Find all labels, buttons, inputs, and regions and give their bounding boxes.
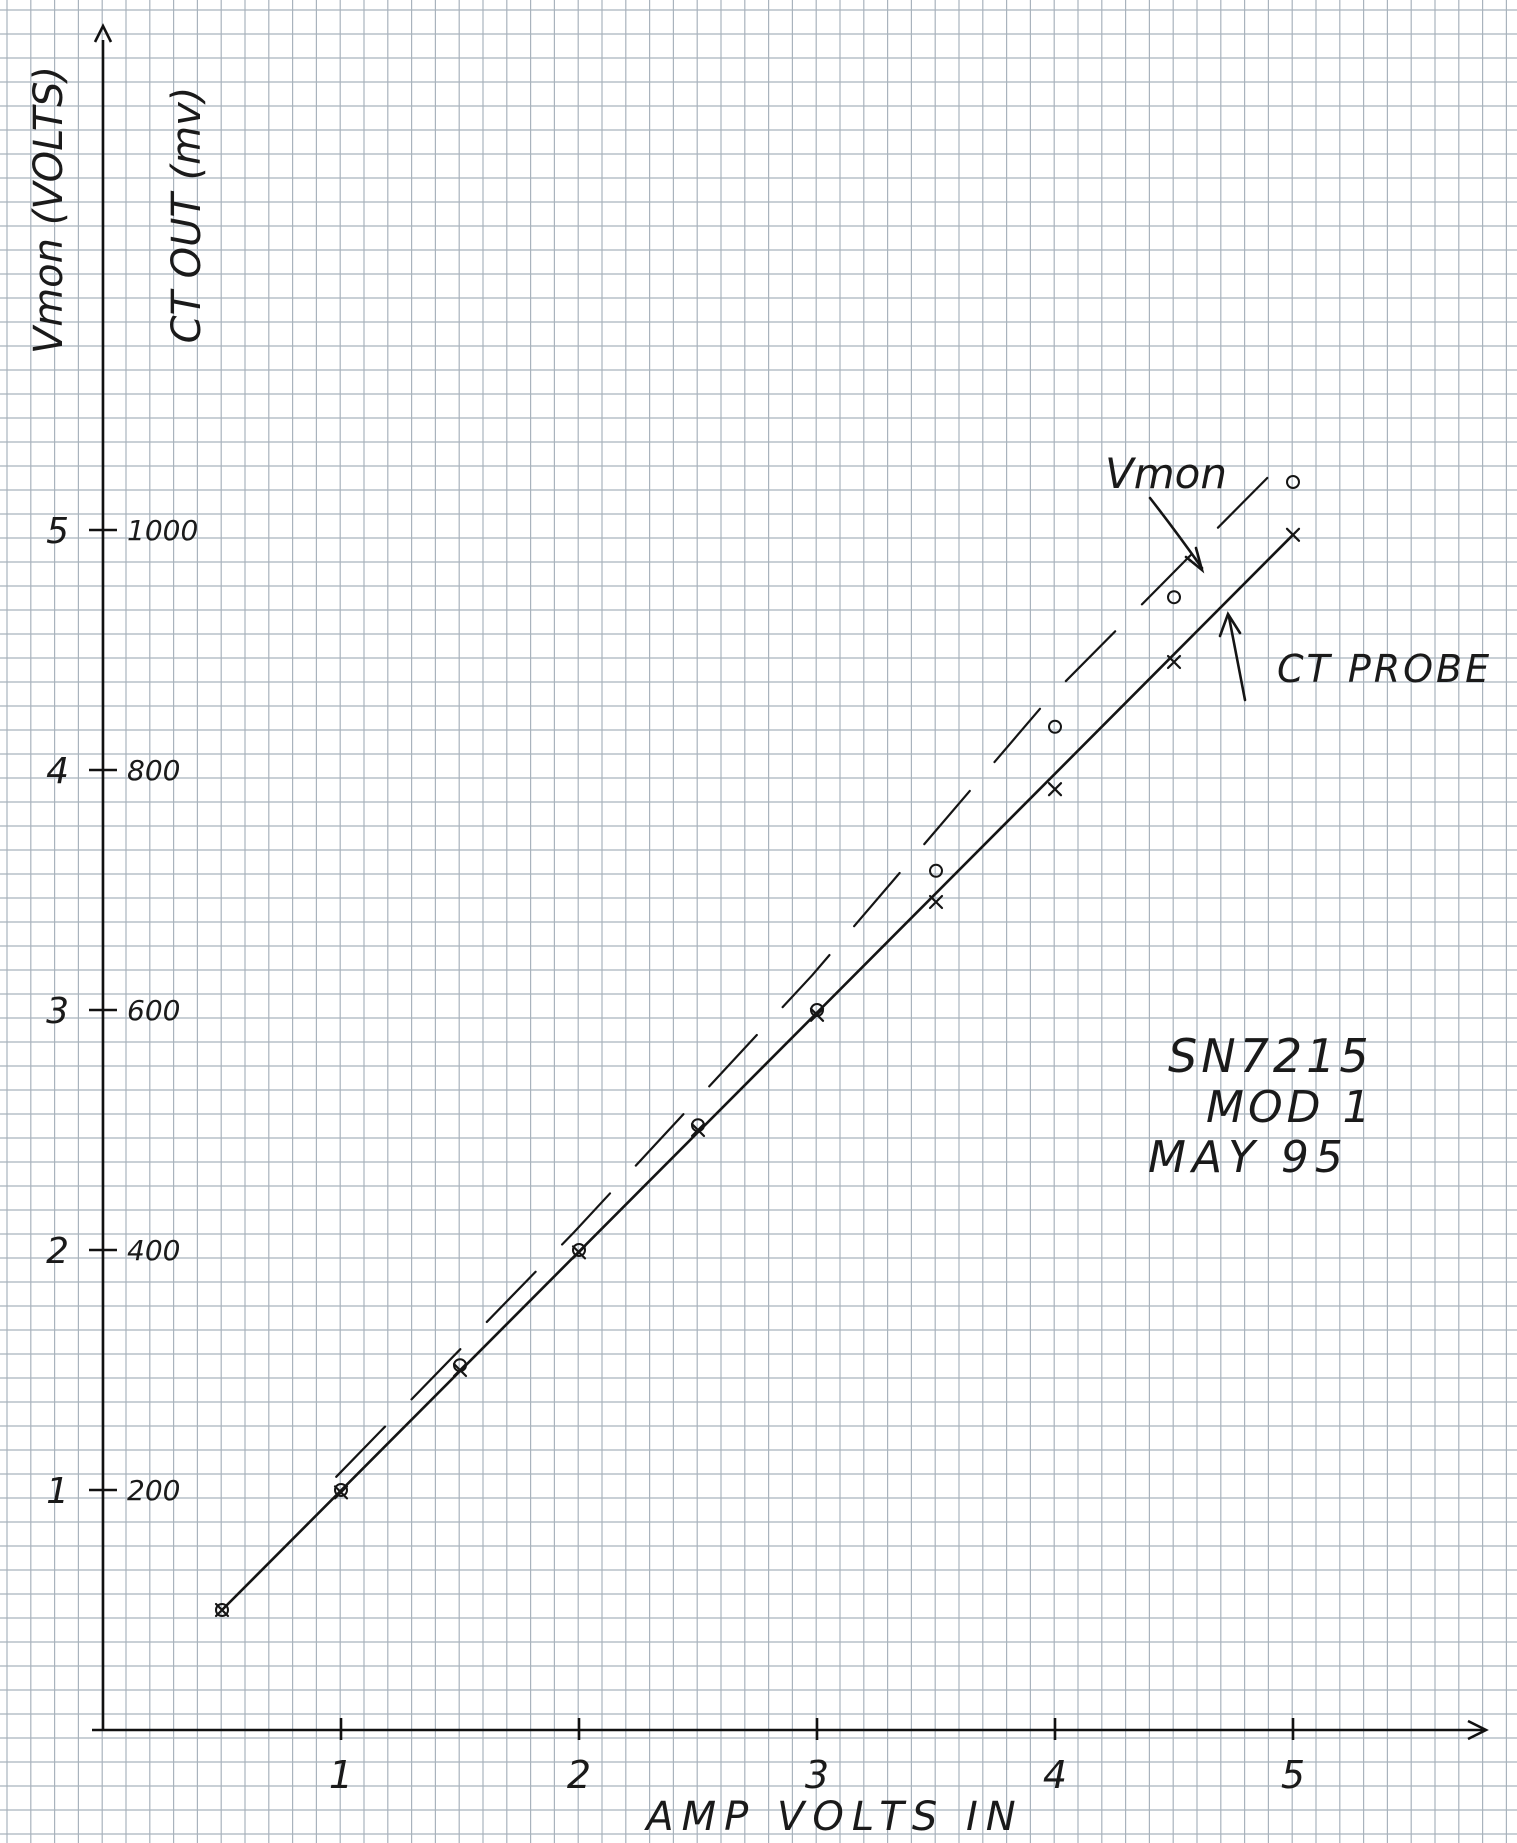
marker-vmon	[1167, 590, 1181, 605]
marker-ct-probe	[571, 1245, 587, 1260]
x-axis-arrow	[1467, 1719, 1489, 1741]
x-ticks: 1 2 3 4 5	[329, 1718, 1305, 1797]
y-tick-label-right: 600	[127, 994, 180, 1027]
x-tick-label: 5	[1281, 1753, 1305, 1797]
annotation-ct-probe-arrow	[1218, 611, 1247, 702]
marker-vmon	[572, 1243, 586, 1257]
marker-ct-probe	[333, 1485, 349, 1500]
y-tick-label-right: 400	[127, 1234, 180, 1267]
y-tick-label-left: 2	[46, 1231, 69, 1272]
marker-ct-probe	[214, 1602, 230, 1618]
y-axis-label-left: Vmon (VOLTS)	[26, 66, 72, 354]
marker-ct-probe	[1285, 527, 1301, 542]
y-axis-arrow	[93, 23, 113, 43]
marker-vmon	[1048, 719, 1062, 734]
marker-ct-probe	[1166, 654, 1182, 670]
y-axis-label-right: CT OUT (mv)	[164, 87, 210, 344]
marker-ct-probe	[452, 1362, 468, 1378]
y-tick-label-left: 3	[46, 991, 69, 1032]
marker-vmon	[215, 1603, 229, 1617]
note-line-2: MOD 1	[1206, 1082, 1374, 1133]
y-tick-label-right: 200	[127, 1474, 180, 1507]
note-block: SN7215 MOD 1 MAY 95	[1148, 1029, 1374, 1183]
marker-ct-probe	[690, 1122, 706, 1138]
y-tick-label-left: 4	[46, 751, 69, 792]
marker-vmon	[334, 1483, 348, 1497]
y-ticks: 1 200 2 400 3 600 4 800 5 1000	[46, 511, 198, 1512]
note-line-3: MAY 95	[1148, 1132, 1349, 1183]
annotation-vmon: Vmon	[1105, 449, 1227, 498]
plot-lines	[220, 455, 1295, 1612]
y-tick-label-right: 800	[127, 754, 180, 787]
note-line-1: SN7215	[1168, 1029, 1373, 1083]
x-axis-label: AMP VOLTS IN	[643, 1794, 1023, 1840]
marker-ct-probe	[1047, 782, 1063, 797]
marker-ct-probe	[809, 1007, 825, 1022]
y-tick-label-left: 1	[46, 1471, 69, 1512]
x-tick-label: 1	[329, 1753, 353, 1797]
y-tick-label-right: 1000	[127, 514, 198, 547]
x-tick-label: 3	[805, 1753, 829, 1797]
annotation-ct-probe: CT PROBE	[1277, 647, 1492, 691]
marker-ct-probe	[928, 894, 944, 910]
marker-vmon	[1286, 475, 1300, 489]
series-line-ct-probe	[220, 533, 1295, 1612]
x-tick-label: 4	[1043, 1753, 1067, 1797]
marker-vmon	[929, 863, 943, 878]
annotation-vmon-arrow	[1148, 496, 1205, 574]
x-tick-label: 2	[567, 1753, 591, 1797]
series-line-vmon	[335, 455, 1290, 1478]
y-tick-label-left: 5	[46, 511, 69, 552]
data-markers	[214, 475, 1301, 1618]
